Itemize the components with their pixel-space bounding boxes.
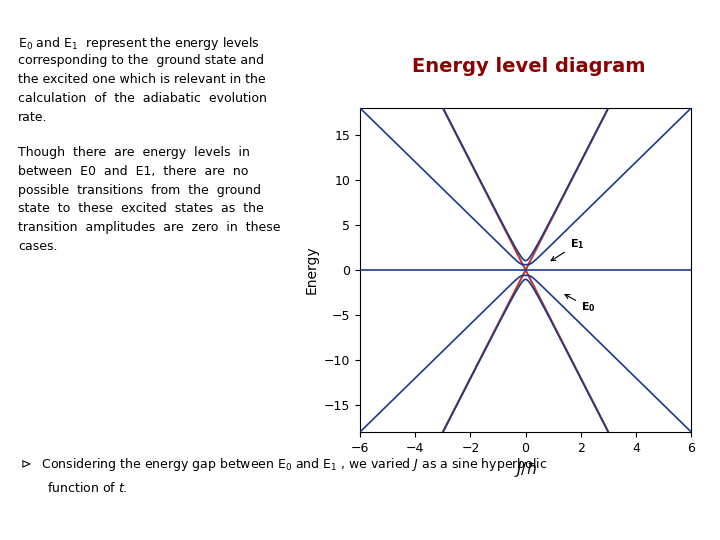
Text: function of $t$.: function of $t$. (47, 481, 127, 495)
Text: cases.: cases. (18, 240, 58, 253)
Text: $\mathbf{E_0}$: $\mathbf{E_0}$ (565, 294, 595, 314)
Text: E$_0$ and E$_1$  represent the energy levels: E$_0$ and E$_1$ represent the energy lev… (18, 35, 260, 52)
Text: transition  amplitudes  are  zero  in  these: transition amplitudes are zero in these (18, 221, 281, 234)
Text: calculation  of  the  adiabatic  evolution: calculation of the adiabatic evolution (18, 92, 267, 105)
Text: Though  there  are  energy  levels  in: Though there are energy levels in (18, 146, 250, 159)
X-axis label: $J/\hbar$: $J/\hbar$ (514, 460, 537, 480)
Text: between  E0  and  E1,  there  are  no: between E0 and E1, there are no (18, 165, 248, 178)
Text: corresponding to the  ground state and: corresponding to the ground state and (18, 54, 264, 67)
Text: the excited one which is relevant in the: the excited one which is relevant in the (18, 73, 266, 86)
Text: rate.: rate. (18, 111, 48, 124)
Y-axis label: Energy: Energy (305, 246, 318, 294)
Text: $\mathbf{E_1}$: $\mathbf{E_1}$ (551, 238, 585, 261)
Text: $\vartriangleright$  Considering the energy gap between E$_0$ and E$_1$ , we var: $\vartriangleright$ Considering the ener… (18, 456, 548, 473)
Text: state  to  these  excited  states  as  the: state to these excited states as the (18, 202, 264, 215)
Text: Energy level diagram: Energy level diagram (413, 57, 646, 76)
Text: possible  transitions  from  the  ground: possible transitions from the ground (18, 184, 261, 197)
